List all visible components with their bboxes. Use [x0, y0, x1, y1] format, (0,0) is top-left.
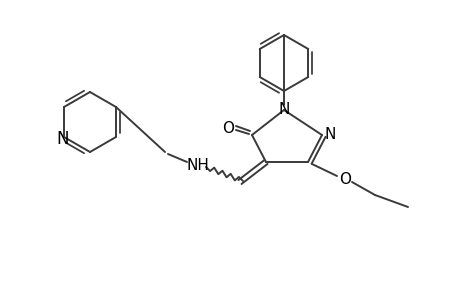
Text: O: O	[222, 121, 234, 136]
Text: NH: NH	[186, 158, 209, 172]
Text: N: N	[56, 130, 69, 148]
Text: N: N	[324, 127, 335, 142]
Text: N: N	[278, 101, 289, 116]
Text: O: O	[338, 172, 350, 188]
